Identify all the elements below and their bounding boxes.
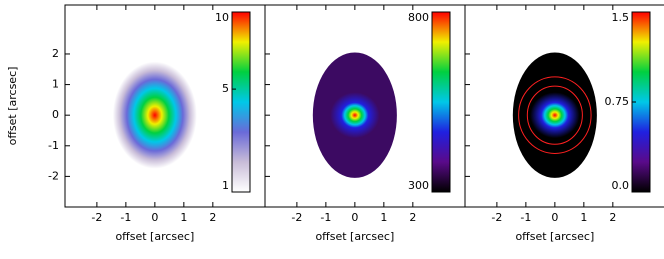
x-tick-label: -1 (120, 211, 131, 224)
y-tick-label: -1 (48, 139, 59, 152)
colorbar (431, 11, 451, 193)
x-tick-label: -1 (520, 211, 531, 224)
image (330, 92, 380, 139)
x-axis-label: offset [arcsec] (515, 230, 594, 243)
image (530, 92, 580, 139)
x-axis-label: offset [arcsec] (115, 230, 194, 243)
colorbar-tick-label: 5 (222, 82, 229, 95)
y-tick-label: 0 (52, 108, 59, 121)
colorbar-tick-label: 1 (222, 179, 229, 192)
x-tick-label: 0 (551, 211, 558, 224)
colorbar-tick-label: 800 (408, 11, 429, 24)
x-tick-label: -1 (320, 211, 331, 224)
x-tick-label: -2 (291, 211, 302, 224)
y-axis-label: offset [arcsec] (6, 67, 19, 146)
colorbar-tick-label: 0.75 (605, 95, 630, 108)
y-tick-label: 1 (52, 78, 59, 91)
image (112, 61, 197, 169)
colorbar (231, 11, 251, 193)
y-tick-label: -2 (48, 169, 59, 182)
aperture-circle (518, 76, 592, 154)
x-tick-label: 2 (609, 211, 616, 224)
x-tick-label: -2 (91, 211, 102, 224)
x-tick-label: 0 (151, 211, 158, 224)
x-axis-label: offset [arcsec] (315, 230, 394, 243)
colorbar-tick-label: 0.0 (612, 179, 630, 192)
aperture-circle (526, 85, 583, 145)
x-tick-label: 1 (180, 211, 187, 224)
panel-frame (464, 4, 664, 208)
colorbar-tick-label: 10 (215, 11, 229, 24)
colorbar-tick-label: 1.5 (612, 11, 630, 24)
x-tick-label: 2 (209, 211, 216, 224)
x-tick-label: 2 (409, 211, 416, 224)
y-tick-label: 2 (52, 47, 59, 60)
x-tick-label: 1 (380, 211, 387, 224)
colorbar-tick-label: 300 (408, 179, 429, 192)
x-tick-label: 1 (580, 211, 587, 224)
x-tick-label: 0 (351, 211, 358, 224)
x-tick-label: -2 (491, 211, 502, 224)
